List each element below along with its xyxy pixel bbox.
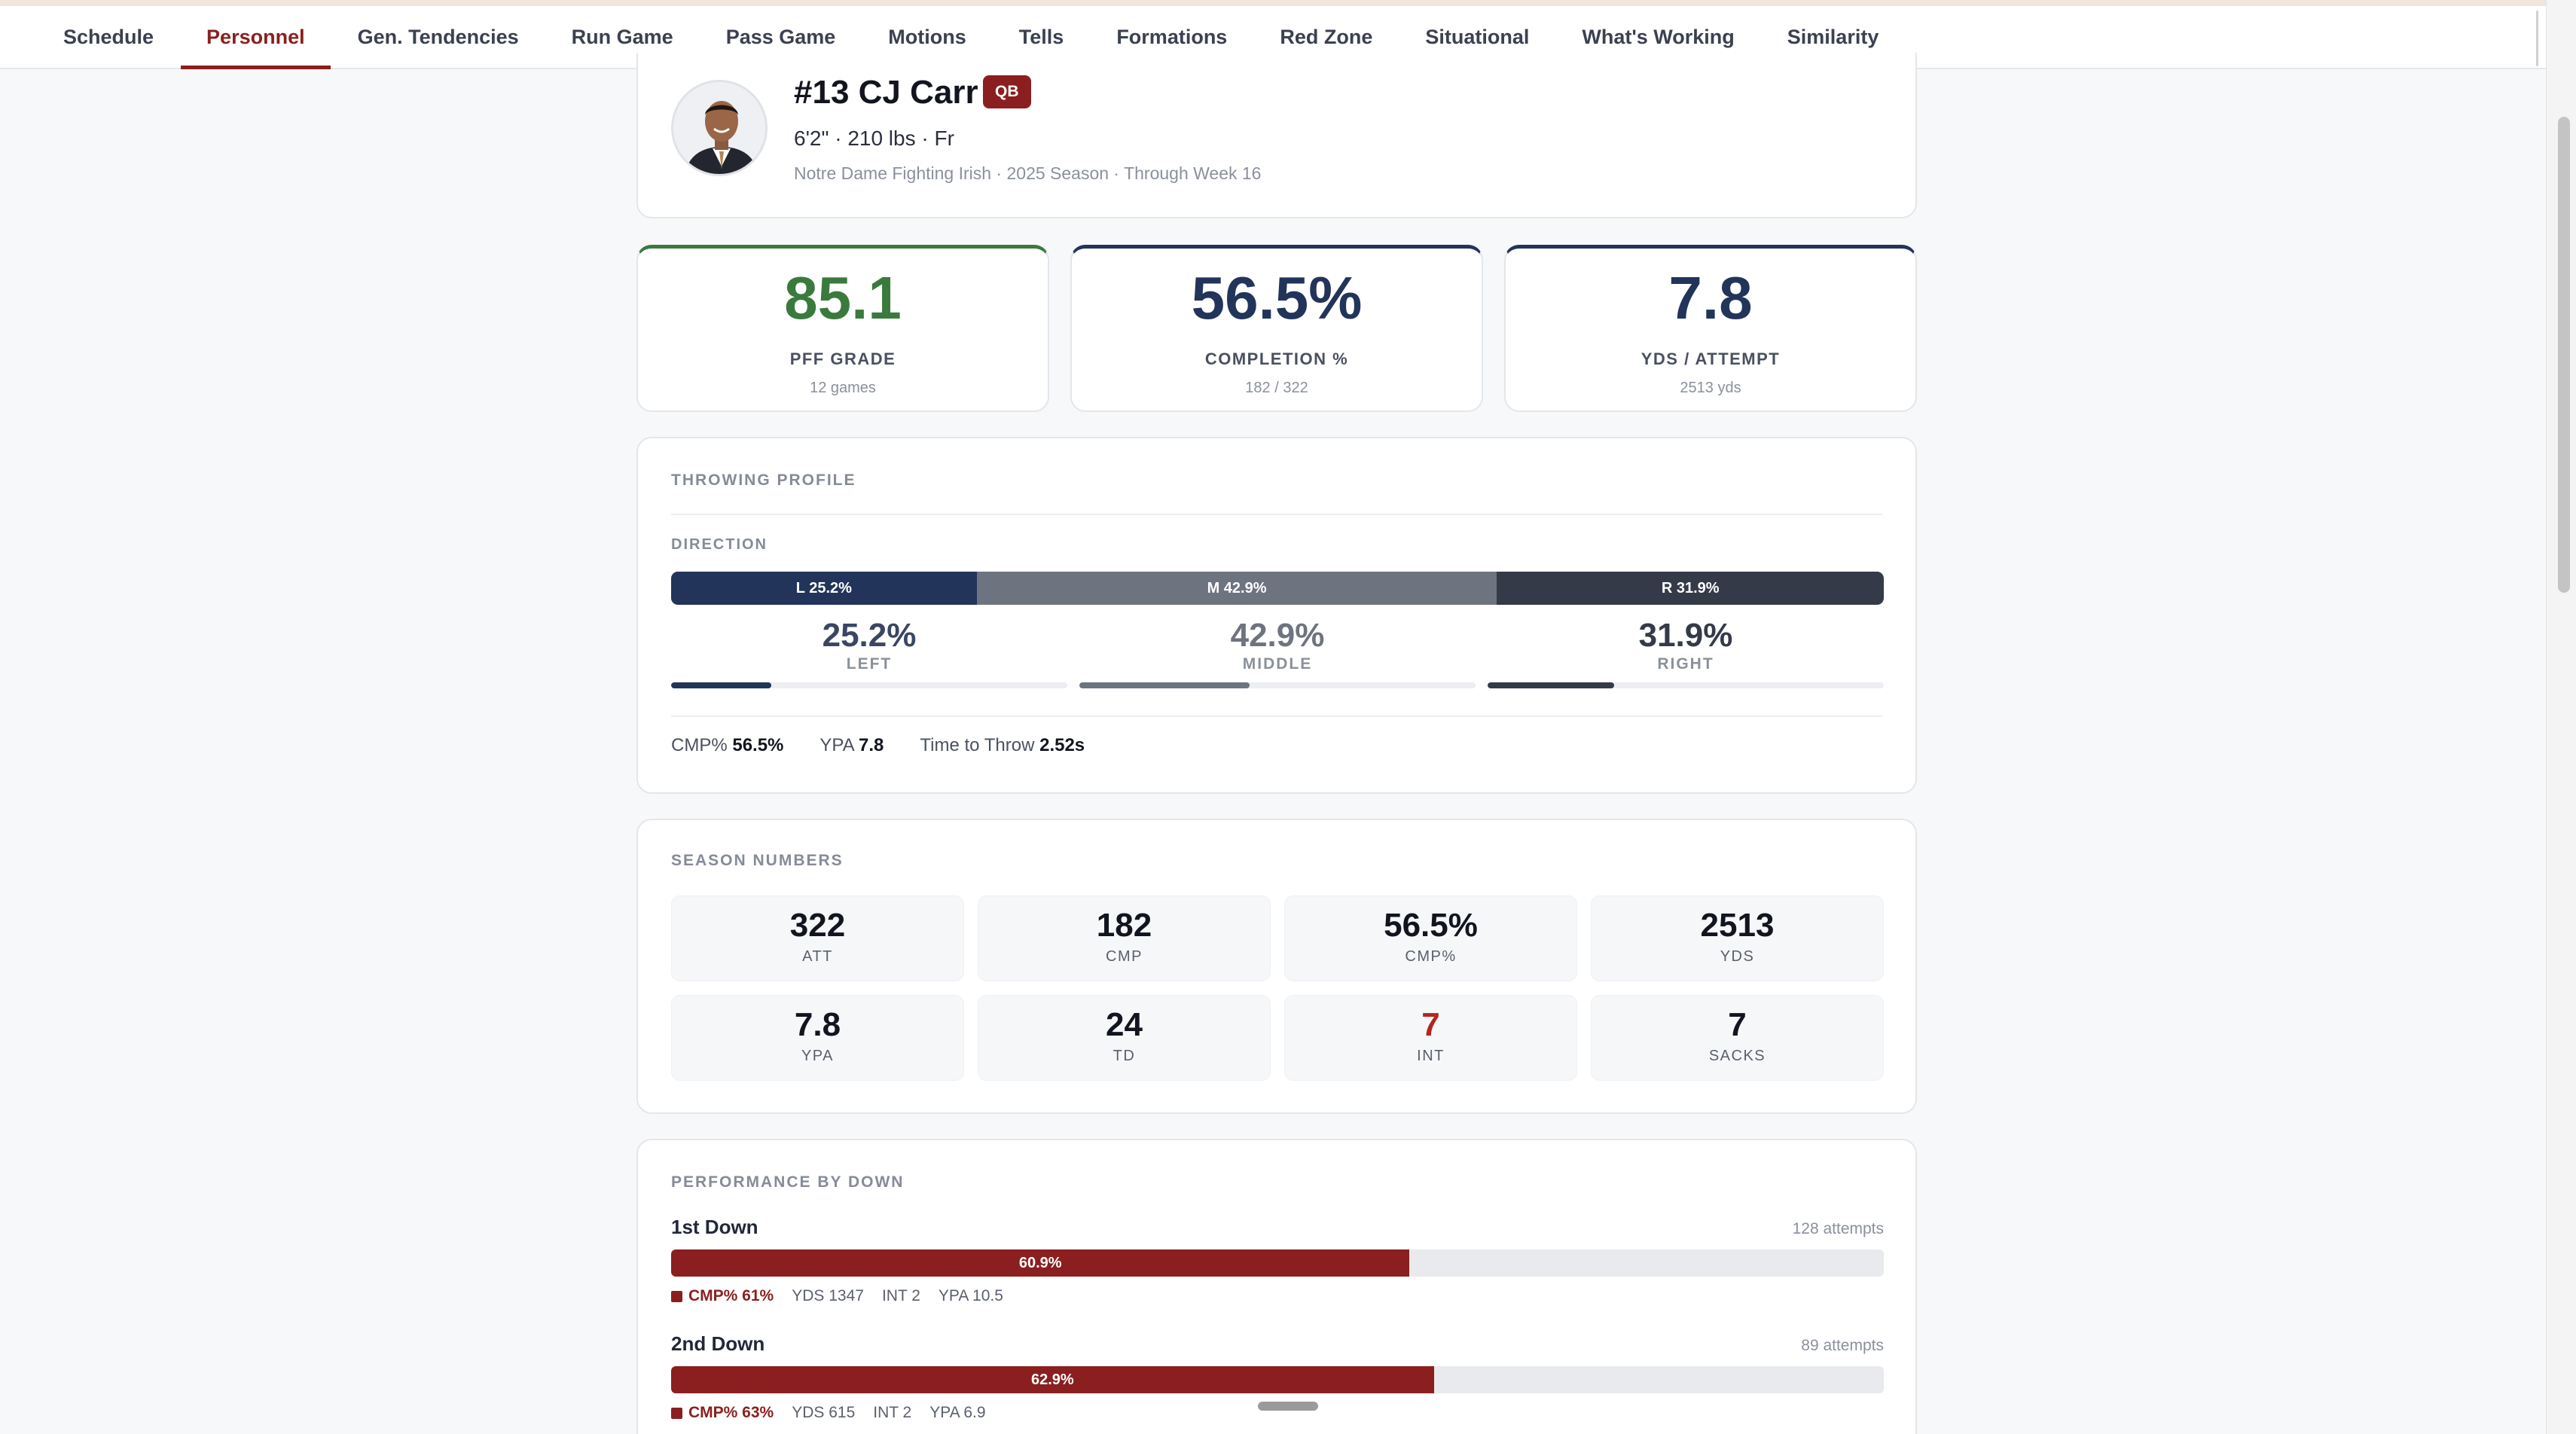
tab-pass-game[interactable]: Pass Game	[725, 25, 836, 48]
down-bar-fill: 60.9%	[671, 1249, 1410, 1277]
stat-card-completion: 56.5% COMPLETION % 182 / 322	[1070, 245, 1483, 412]
divider	[671, 715, 1882, 717]
tab-red-zone[interactable]: Red Zone	[1280, 25, 1373, 48]
player-avatar	[671, 80, 768, 176]
down-bar-fill: 62.9%	[671, 1366, 1434, 1393]
throwing-summary: CMP% 56.5% YPA 7.8 Time to Throw 2.52s	[671, 735, 1085, 756]
section-title: THROWING PROFILE	[671, 471, 856, 489]
player-photo-icon	[673, 82, 765, 174]
season-stat-cmp-pct: 56.5% CMP%	[1284, 895, 1577, 981]
divider	[671, 514, 1882, 515]
tab-similarity[interactable]: Similarity	[1787, 25, 1879, 48]
position-badge: QB	[983, 75, 1031, 108]
down-name: 1st Down	[671, 1216, 758, 1238]
direction-middle: 42.9% MIDDLE	[1079, 617, 1476, 689]
direction-mini-fill	[671, 682, 771, 689]
tab-bar-scroll-handle[interactable]	[2536, 11, 2538, 66]
direction-mini-track	[671, 682, 1067, 689]
tab-schedule[interactable]: Schedule	[63, 25, 154, 48]
page-scrollbar-thumb[interactable]	[2558, 117, 2570, 593]
stat-label: PFF GRADE	[789, 349, 896, 368]
direction-label: LEFT	[846, 655, 893, 673]
direction-mini-fill	[1079, 682, 1250, 689]
down-name: 2nd Down	[671, 1332, 765, 1355]
direction-mini-fill	[1488, 682, 1614, 689]
performance-by-down-card: PERFORMANCE BY DOWN 1st Down 128 attempt…	[636, 1139, 1917, 1434]
tab-formations[interactable]: Formations	[1116, 25, 1228, 48]
direction-mini-track	[1079, 682, 1476, 689]
summary-ypa: YPA 7.8	[819, 735, 884, 755]
stat-value: 7.8	[1668, 264, 1753, 331]
tab-run-game[interactable]: Run Game	[571, 25, 673, 48]
down-attempts: 89 attempts	[1801, 1337, 1884, 1354]
direction-pct: 25.2%	[822, 617, 917, 654]
season-stat-yds: 2513 YDS	[1591, 895, 1884, 981]
direction-seg-right: R 31.9%	[1497, 572, 1884, 605]
stat-sub: 12 games	[810, 380, 876, 396]
direction-title: DIRECTION	[671, 536, 768, 553]
tab-motions[interactable]: Motions	[888, 25, 966, 48]
summary-cmp: CMP% 56.5%	[671, 735, 784, 755]
stat-value: 56.5%	[1191, 264, 1363, 331]
season-numbers-card: SEASON NUMBERS 322 ATT 182 CMP 56.5% CMP% 2…	[636, 819, 1917, 1114]
down-bar-track: 60.9%	[671, 1249, 1884, 1277]
player-name: #13 CJ Carr	[794, 74, 978, 111]
stat-sub: 2513 yds	[1680, 380, 1741, 396]
direction-pct: 42.9%	[1230, 617, 1325, 654]
down-row-2nd: 2nd Down 89 attempts 62.9% CMP% 63% YDS …	[671, 1332, 1884, 1422]
player-measurables: 6'2" · 210 lbs · Fr	[794, 127, 954, 150]
player-header-card: #13 CJ Carr QB 6'2" · 210 lbs · Fr Notre…	[636, 53, 1917, 218]
tab-gen-tendencies[interactable]: Gen. Tendencies	[357, 25, 519, 48]
tab-whats-working[interactable]: What's Working	[1582, 25, 1735, 48]
season-stat-int: 7 INT	[1284, 995, 1577, 1081]
legend-swatch-icon	[671, 1290, 682, 1302]
direction-bar: L 25.2% M 42.9% R 31.9%	[671, 572, 1884, 605]
stat-sub: 182 / 322	[1245, 380, 1308, 396]
stat-card-pff-grade: 85.1 PFF GRADE 12 games	[636, 245, 1049, 412]
direction-breakdown: 25.2% LEFT 42.9% MIDDLE 31.9% RIGHT	[671, 617, 1884, 689]
stat-label: COMPLETION %	[1204, 349, 1349, 368]
season-stat-ypa: 7.8 YPA	[671, 995, 964, 1081]
down-attempts: 128 attempts	[1792, 1220, 1884, 1237]
season-stat-cmp: 182 CMP	[978, 895, 1271, 981]
tab-situational[interactable]: Situational	[1425, 25, 1530, 48]
tab-tells[interactable]: Tells	[1018, 25, 1064, 48]
legend-swatch-icon	[671, 1407, 682, 1419]
direction-label: MIDDLE	[1242, 655, 1313, 673]
season-stat-grid: 322 ATT 182 CMP 56.5% CMP% 2513 YDS 7.8 YPA 2…	[671, 895, 1884, 1081]
direction-left: 25.2% LEFT	[671, 617, 1067, 689]
top-accent-line	[0, 0, 2546, 6]
down-meta: CMP% 63% YDS 615 INT 2 YPA 6.9	[671, 1404, 1884, 1422]
direction-mini-track	[1488, 682, 1884, 689]
direction-pct: 31.9%	[1638, 617, 1733, 654]
section-title: SEASON NUMBERS	[671, 852, 844, 869]
direction-right: 31.9% RIGHT	[1488, 617, 1884, 689]
player-team-season: Notre Dame Fighting Irish · 2025 Season …	[794, 163, 1262, 183]
down-row-1st: 1st Down 128 attempts 60.9% CMP% 61% YDS…	[671, 1216, 1884, 1305]
direction-label: RIGHT	[1657, 655, 1714, 673]
summary-time-to-throw: Time to Throw 2.52s	[920, 735, 1085, 755]
down-meta: CMP% 61% YDS 1347 INT 2 YPA 10.5	[671, 1287, 1884, 1305]
season-stat-td: 24 TD	[978, 995, 1271, 1081]
stat-label: YDS / ATTEMPT	[1641, 349, 1781, 368]
throwing-profile-card: THROWING PROFILE DIRECTION L 25.2% M 42.…	[636, 437, 1917, 794]
direction-seg-middle: M 42.9%	[976, 572, 1497, 605]
tab-personnel[interactable]: Personnel	[181, 6, 331, 69]
stat-card-yds-attempt: 7.8 YDS / ATTEMPT 2513 yds	[1504, 245, 1917, 412]
season-stat-sacks: 7 SACKS	[1591, 995, 1884, 1081]
section-title: PERFORMANCE BY DOWN	[671, 1173, 905, 1191]
season-stat-att: 322 ATT	[671, 895, 964, 981]
down-bar-track: 62.9%	[671, 1366, 1884, 1393]
stat-value: 85.1	[784, 264, 902, 331]
direction-seg-left: L 25.2%	[671, 572, 977, 605]
horizontal-scroll-handle[interactable]	[1258, 1402, 1318, 1411]
